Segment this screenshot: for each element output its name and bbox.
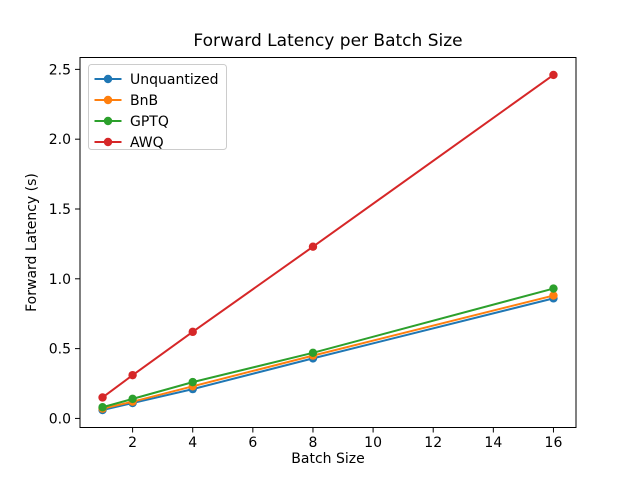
legend-marker <box>103 116 113 126</box>
legend-label: BnB <box>130 93 158 109</box>
y-tick-label: 2.5 <box>49 62 71 78</box>
legend-marker <box>103 137 113 147</box>
legend-label: AWQ <box>130 135 164 151</box>
data-point-awq <box>549 70 558 80</box>
x-tick-label: 4 <box>188 435 197 451</box>
y-tick-label: 0.0 <box>49 411 71 427</box>
data-point-bnb <box>549 291 558 300</box>
data-point-awq <box>98 393 107 402</box>
legend-item-unquantized: Unquantized <box>94 72 219 88</box>
legend-item-gptq: GPTQ <box>94 114 169 130</box>
legend-marker <box>103 74 113 84</box>
axes-spines <box>79 57 577 428</box>
data-point-gptq <box>188 377 197 387</box>
y-tick-label: 1.5 <box>49 202 71 218</box>
data-point-gptq <box>128 394 137 404</box>
legend-label: Unquantized <box>130 72 219 88</box>
x-tick-label: 12 <box>424 435 442 451</box>
x-tick-label: 10 <box>364 435 382 451</box>
x-tick-label: 2 <box>128 435 137 451</box>
legend-item-awq: AWQ <box>94 135 164 151</box>
data-point-awq <box>188 327 197 337</box>
legend-frame <box>88 64 227 150</box>
chart-title: Forward Latency per Batch Size <box>193 31 462 51</box>
x-tick-label: 16 <box>545 435 563 451</box>
data-point-gptq <box>98 403 107 412</box>
x-tick-label: 6 <box>248 435 257 451</box>
y-tick-label: 1.0 <box>49 272 71 288</box>
y-tick-label: 2.0 <box>49 132 71 148</box>
x-ticks: 2 4 6 8 10 12 14 16 <box>128 427 563 451</box>
legend-group: Unquantized BnB GPTQ AWQ <box>88 64 227 151</box>
data-point-gptq <box>308 348 318 358</box>
series-group <box>98 70 558 415</box>
legend-marker <box>103 95 113 105</box>
x-axis-label: Batch Size <box>291 451 364 467</box>
y-tick-label: 0.5 <box>49 342 71 358</box>
y-ticks: 0.0 0.5 1.0 1.5 2.0 2.5 <box>49 62 80 427</box>
data-point-awq <box>308 242 318 251</box>
y-axis-label: Forward Latency (s) <box>24 173 40 312</box>
x-tick-label: 8 <box>309 435 318 451</box>
legend-label: GPTQ <box>130 114 169 130</box>
data-point-gptq <box>549 284 558 293</box>
data-point-awq <box>128 370 137 380</box>
legend-item-bnb: BnB <box>94 93 158 109</box>
x-tick-label: 14 <box>484 435 502 451</box>
